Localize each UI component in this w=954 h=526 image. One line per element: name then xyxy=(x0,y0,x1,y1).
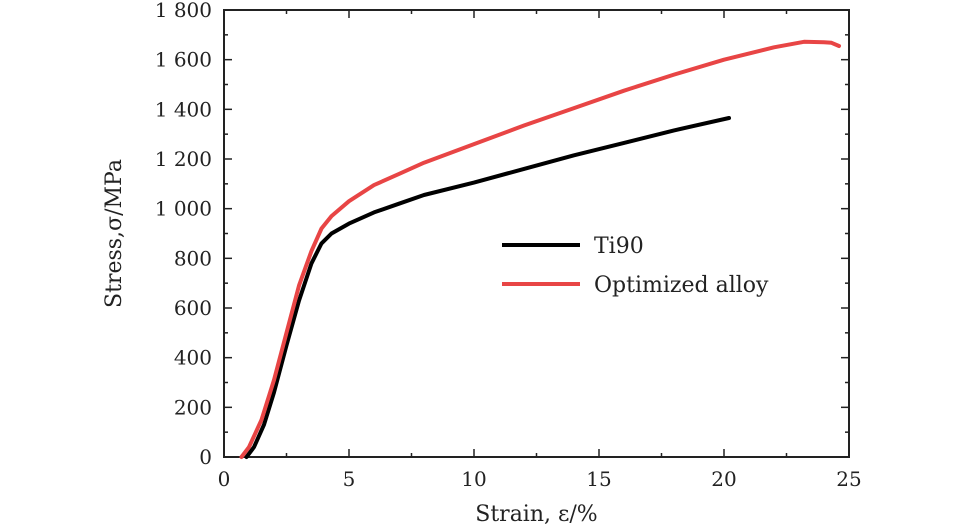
legend-label: Ti90 xyxy=(594,234,644,259)
y-tick-label: 1 600 xyxy=(155,48,212,72)
y-tick-label: 400 xyxy=(174,346,212,370)
y-tick-label: 1 000 xyxy=(155,197,212,221)
series-layer xyxy=(239,39,841,459)
x-tick-label: 20 xyxy=(711,467,736,491)
x-tick-label: 15 xyxy=(586,467,611,491)
x-tick-label: 5 xyxy=(343,467,356,491)
legend-label: Optimized alloy xyxy=(594,273,769,298)
legend: Ti90 Optimized alloy xyxy=(502,234,769,298)
axis-titles: Strain, ε/% Stress,σ/MPa xyxy=(102,159,598,526)
x-tick-label: 10 xyxy=(461,467,486,491)
x-tick-label: 25 xyxy=(836,467,861,491)
series-line-ti90 xyxy=(244,116,731,459)
y-tick-label: 800 xyxy=(174,246,212,270)
y-tick-label: 1 400 xyxy=(155,97,212,121)
series-line-optimized-alloy xyxy=(239,39,841,459)
axes: 0 5 10 15 20 25 0 200 400 600 800 1 000 1 200 1 400 1 … xyxy=(155,0,862,491)
y-tick-label: 600 xyxy=(174,296,212,320)
y-tick-label: 0 xyxy=(199,445,212,469)
y-tick-label: 1 800 xyxy=(155,0,212,22)
x-tick-label: 0 xyxy=(218,467,231,491)
y-tick-label: 1 200 xyxy=(155,147,212,171)
x-axis-title: Strain, ε/% xyxy=(475,502,597,526)
y-tick-label: 200 xyxy=(174,395,212,419)
y-axis-title: Stress,σ/MPa xyxy=(102,159,127,308)
